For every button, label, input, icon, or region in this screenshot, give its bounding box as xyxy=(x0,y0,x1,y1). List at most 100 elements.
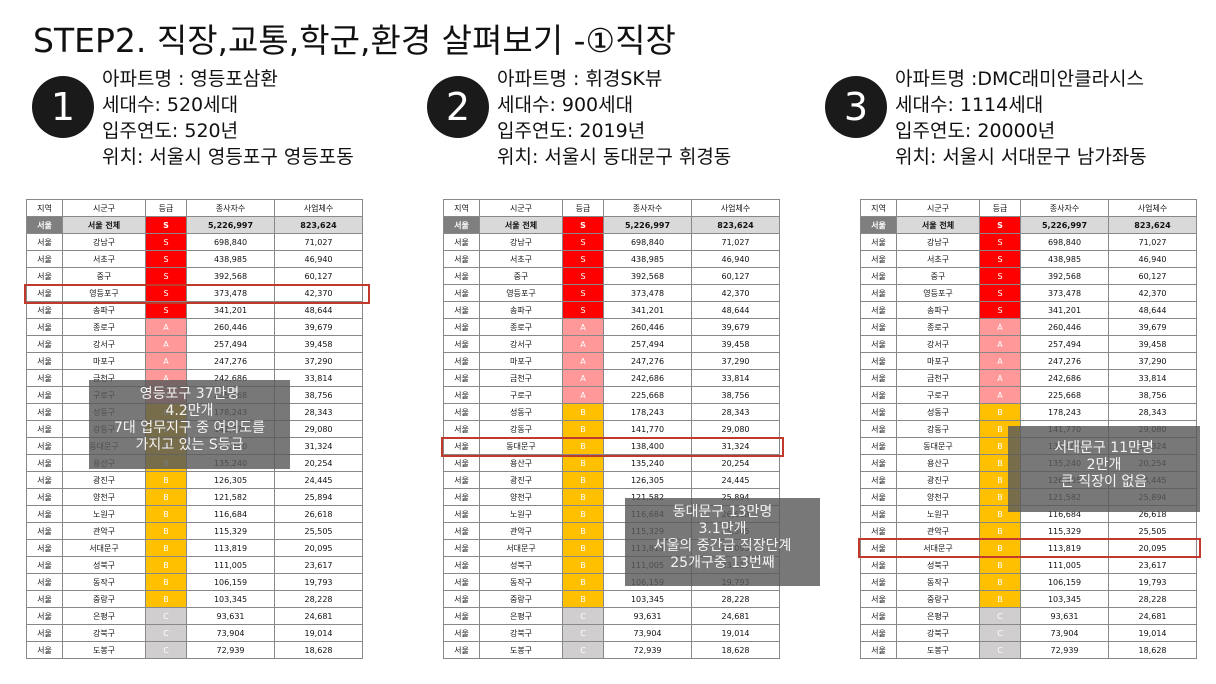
grade-cell: A xyxy=(562,369,604,387)
apartment-households: 세대수: 520세대 xyxy=(102,94,239,116)
table-row: 서울 강남구 S 698,840 71,027 xyxy=(443,233,780,251)
grade-cell: B xyxy=(562,420,604,438)
businesses-cell: 28,228 xyxy=(691,590,780,608)
grade-cell: B xyxy=(562,590,604,608)
region-cell: 서울 xyxy=(443,522,480,540)
businesses-cell: 60,127 xyxy=(691,267,780,285)
district-cell: 금천구 xyxy=(479,369,563,387)
employees-cell: 392,568 xyxy=(603,267,692,285)
callout-line: 2만개 xyxy=(1086,457,1122,473)
region-cell: 서울 xyxy=(860,624,897,642)
district-cell: 양천구 xyxy=(62,488,146,506)
table-header-row: 지역 시군구 등급 종사자수 사업체수 xyxy=(860,199,1197,217)
businesses-cell: 42,370 xyxy=(691,284,780,302)
region-cell: 서울 xyxy=(443,539,480,557)
table-row: 서울 은평구 C 93,631 24,681 xyxy=(443,607,780,625)
businesses-cell: 26,618 xyxy=(274,505,363,523)
region-cell: 서울 xyxy=(860,352,897,370)
district-cell: 성북구 xyxy=(896,556,980,574)
businesses-cell: 33,814 xyxy=(691,369,780,387)
district-cell: 동대문구 xyxy=(479,437,563,455)
district-cell: 중구 xyxy=(896,267,980,285)
grade-cell: B xyxy=(562,573,604,591)
region-cell: 서울 xyxy=(26,488,63,506)
district-cell: 관악구 xyxy=(62,522,146,540)
grade-cell: B xyxy=(562,505,604,523)
district-cell: 서울 전체 xyxy=(62,216,146,234)
grade-cell: B xyxy=(562,522,604,540)
region-cell: 서울 xyxy=(26,454,63,472)
businesses-cell: 24,445 xyxy=(274,471,363,489)
table-row: 서울 영등포구 S 373,478 42,370 xyxy=(860,284,1197,302)
businesses-cell: 71,027 xyxy=(691,233,780,251)
district-cell: 마포구 xyxy=(896,352,980,370)
district-cell: 서대문구 xyxy=(896,539,980,557)
callout-line: 영등포구 37만명 xyxy=(139,386,240,402)
grade-cell: A xyxy=(562,352,604,370)
district-cell: 송파구 xyxy=(479,301,563,319)
employees-cell: 257,494 xyxy=(1020,335,1109,353)
grade-cell: S xyxy=(145,250,187,268)
column-header: 등급 xyxy=(979,199,1021,217)
table-row: 서울 강북구 C 73,904 19,014 xyxy=(860,624,1197,642)
grade-cell: S xyxy=(562,250,604,268)
table-row: 서울 강남구 S 698,840 71,027 xyxy=(860,233,1197,251)
grade-cell: S xyxy=(979,250,1021,268)
table-row: 서울 중랑구 B 103,345 28,228 xyxy=(860,590,1197,608)
grade-cell: B xyxy=(145,539,187,557)
grade-cell: C xyxy=(145,624,187,642)
region-cell: 서울 xyxy=(860,386,897,404)
district-cell: 양천구 xyxy=(479,488,563,506)
region-cell: 서울 xyxy=(26,471,63,489)
region-cell: 서울 xyxy=(443,505,480,523)
callout-line: 25개구중 13번째 xyxy=(670,555,775,571)
businesses-cell: 37,290 xyxy=(691,352,780,370)
district-cell: 종로구 xyxy=(896,318,980,336)
employees-cell: 72,939 xyxy=(1020,641,1109,659)
employees-cell: 373,478 xyxy=(603,284,692,302)
grade-cell: B xyxy=(979,556,1021,574)
grade-cell: B xyxy=(979,522,1021,540)
district-cell: 양천구 xyxy=(896,488,980,506)
employees-cell: 438,985 xyxy=(603,250,692,268)
district-cell: 강서구 xyxy=(479,335,563,353)
employees-cell: 247,276 xyxy=(186,352,275,370)
number-badge-3: 3 xyxy=(825,76,887,138)
district-cell: 은평구 xyxy=(62,607,146,625)
businesses-cell: 18,628 xyxy=(691,641,780,659)
employment-table-2: 지역 시군구 등급 종사자수 사업체수 서울 서울 전체 S 5,226,997 823,624 서… xyxy=(443,199,780,659)
employees-cell: 93,631 xyxy=(603,607,692,625)
district-cell: 구로구 xyxy=(479,386,563,404)
apartment-location: 위치: 서울시 동대문구 휘경동 xyxy=(497,146,732,168)
businesses-cell: 25,894 xyxy=(274,488,363,506)
employees-cell: 5,226,997 xyxy=(1020,216,1109,234)
businesses-cell: 39,679 xyxy=(274,318,363,336)
employees-cell: 178,243 xyxy=(1020,403,1109,421)
district-cell: 서울 전체 xyxy=(479,216,563,234)
grade-cell: C xyxy=(145,641,187,659)
grade-cell: B xyxy=(562,454,604,472)
employees-cell: 115,329 xyxy=(1020,522,1109,540)
table-row: 서울 서초구 S 438,985 46,940 xyxy=(860,250,1197,268)
businesses-cell: 28,343 xyxy=(691,403,780,421)
region-cell: 서울 xyxy=(443,267,480,285)
businesses-cell: 19,014 xyxy=(274,624,363,642)
table-row: 서울 금천구 A 242,686 33,814 xyxy=(443,369,780,387)
district-cell: 도봉구 xyxy=(479,641,563,659)
table-row: 서울 강서구 A 257,494 39,458 xyxy=(26,335,363,353)
grade-cell: B xyxy=(562,437,604,455)
region-cell: 서울 xyxy=(443,318,480,336)
employees-cell: 341,201 xyxy=(1020,301,1109,319)
businesses-cell: 24,681 xyxy=(1108,607,1197,625)
employees-cell: 103,345 xyxy=(603,590,692,608)
district-cell: 동작구 xyxy=(479,573,563,591)
region-cell: 서울 xyxy=(26,233,63,251)
grade-cell: B xyxy=(145,556,187,574)
region-cell: 서울 xyxy=(26,386,63,404)
district-cell: 강동구 xyxy=(479,420,563,438)
district-cell: 성동구 xyxy=(479,403,563,421)
